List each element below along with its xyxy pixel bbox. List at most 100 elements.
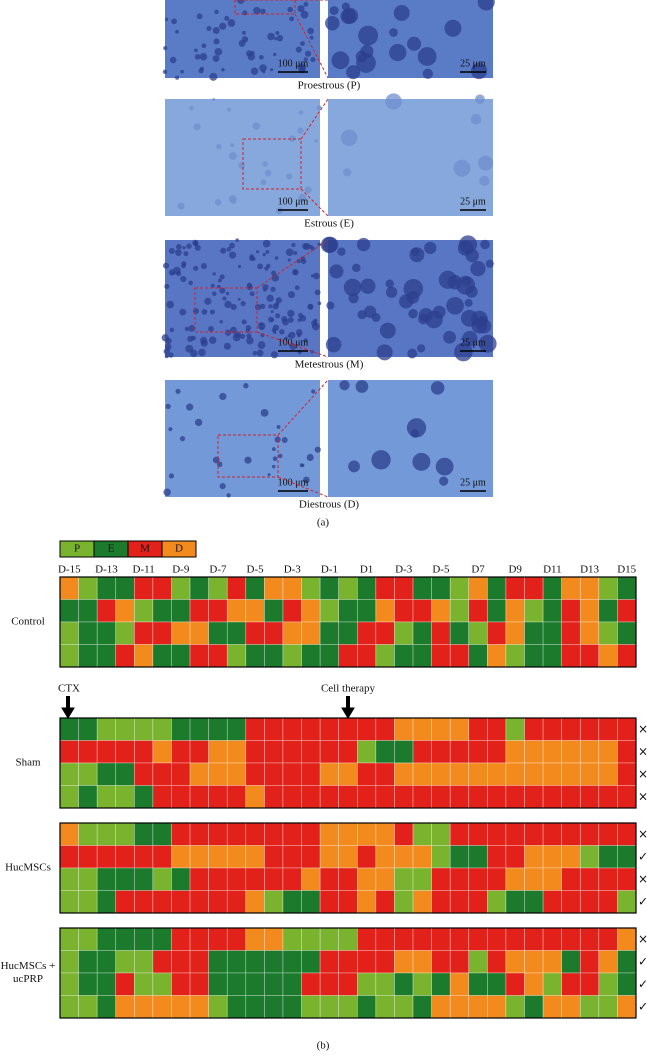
cell	[134, 762, 154, 786]
cell	[78, 599, 98, 623]
cell	[301, 576, 321, 600]
cell	[356, 53, 376, 73]
cell	[308, 244, 313, 250]
cell	[212, 55, 220, 63]
cell	[152, 717, 172, 741]
cell	[264, 785, 284, 809]
cell	[250, 50, 255, 56]
cell	[115, 867, 135, 891]
cell	[262, 161, 268, 167]
cell	[431, 599, 451, 623]
cell	[338, 867, 358, 891]
cell	[360, 278, 376, 294]
cell	[468, 995, 488, 1019]
cell	[252, 350, 258, 356]
cell	[468, 927, 488, 951]
cell	[134, 576, 154, 600]
cell	[96, 845, 117, 869]
zoom-box	[217, 434, 279, 478]
outcome: ✓	[638, 954, 647, 968]
cell	[271, 447, 276, 451]
cell	[412, 867, 432, 891]
cell	[338, 995, 358, 1019]
cell	[394, 599, 414, 623]
cell	[524, 890, 544, 914]
cell	[245, 621, 265, 645]
cell	[598, 950, 618, 974]
scale-label: 25 μm	[460, 58, 486, 69]
cell	[189, 927, 209, 951]
cell	[394, 950, 414, 974]
cell	[250, 67, 259, 75]
cell	[96, 867, 117, 891]
cell	[134, 890, 154, 914]
cell	[189, 972, 209, 996]
cell	[579, 950, 600, 974]
cell	[542, 599, 562, 623]
cell	[152, 845, 172, 869]
cell	[152, 890, 172, 914]
scale-label: 25 μm	[460, 477, 486, 488]
cell	[194, 418, 203, 427]
cell	[96, 599, 117, 623]
cell	[449, 762, 470, 786]
cell	[214, 9, 219, 15]
cell	[168, 269, 176, 276]
cell	[78, 867, 98, 891]
cell	[487, 717, 507, 741]
zoom-line	[277, 379, 329, 436]
cell	[542, 950, 562, 974]
legend-label: E	[108, 543, 115, 555]
cell	[412, 995, 432, 1019]
day-label: D-3	[395, 564, 413, 576]
cell	[282, 927, 302, 951]
cell	[487, 785, 507, 809]
cell	[78, 576, 98, 600]
cell	[468, 950, 488, 974]
cell	[412, 972, 432, 996]
cell	[59, 867, 79, 891]
cell	[306, 453, 314, 462]
cell	[282, 972, 302, 996]
cell	[175, 75, 180, 80]
cell	[542, 762, 562, 786]
cell	[226, 493, 231, 498]
cell	[221, 67, 225, 72]
cell	[468, 576, 488, 600]
cell	[326, 301, 335, 310]
cell	[182, 246, 186, 250]
cell	[189, 822, 209, 846]
cell	[134, 644, 154, 668]
cell	[412, 576, 432, 600]
cell	[96, 927, 117, 951]
cell	[152, 867, 172, 891]
cell	[356, 576, 377, 600]
cell	[219, 274, 225, 280]
cell	[272, 324, 280, 331]
day-label: D-11	[133, 564, 155, 576]
cell	[579, 599, 600, 623]
cell	[524, 995, 544, 1019]
scale-label: 25 μm	[460, 337, 486, 348]
cell	[505, 950, 525, 974]
cell	[240, 333, 246, 339]
cell	[505, 822, 525, 846]
cell	[59, 740, 79, 764]
outcome: ✓	[638, 999, 647, 1013]
cell	[617, 644, 637, 668]
cell	[257, 263, 264, 270]
cell	[418, 308, 433, 323]
cell	[189, 950, 209, 974]
cell	[245, 717, 265, 741]
cell	[505, 845, 525, 869]
cell	[375, 576, 395, 600]
cell	[385, 286, 398, 298]
cell	[412, 927, 432, 951]
cell	[389, 43, 407, 62]
cell	[319, 762, 340, 786]
cell	[375, 599, 395, 623]
cell	[412, 599, 432, 623]
cell	[304, 186, 312, 194]
cell	[375, 950, 395, 974]
cell	[206, 25, 212, 31]
